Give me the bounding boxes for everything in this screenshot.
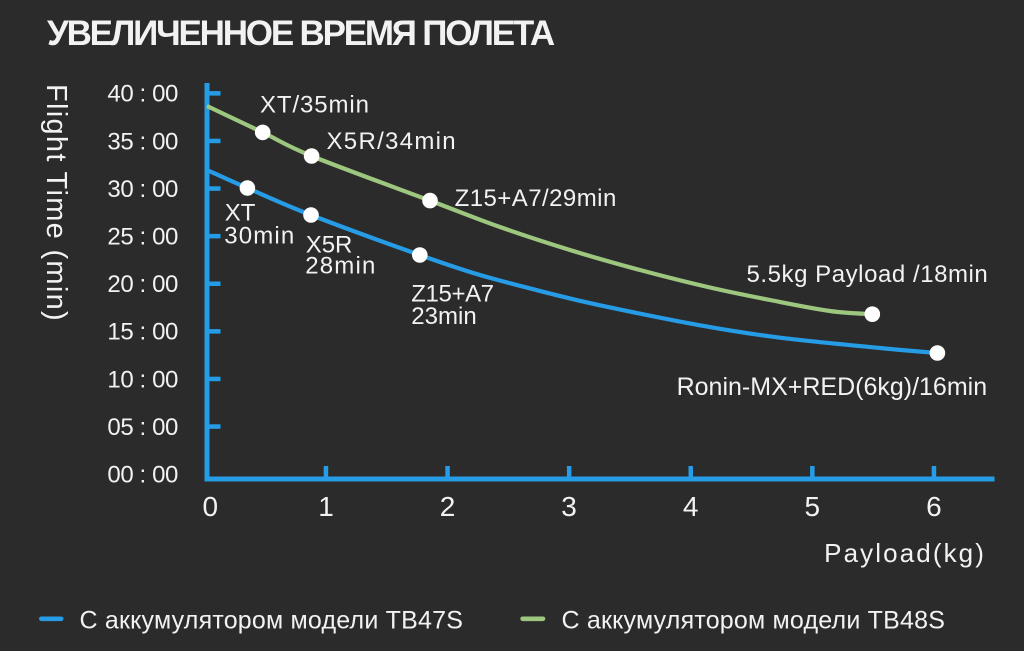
- svg-text:2: 2: [440, 491, 456, 522]
- svg-text:00 : 00: 00 : 00: [107, 462, 178, 489]
- svg-text:4: 4: [683, 491, 699, 522]
- svg-text:С аккумулятором модели TB48S: С аккумулятором модели TB48S: [562, 607, 946, 635]
- svg-text:28min: 28min: [305, 253, 376, 280]
- svg-text:25 : 00: 25 : 00: [107, 224, 178, 251]
- svg-text:1: 1: [318, 491, 334, 522]
- svg-text:Payload(kg): Payload(kg): [824, 538, 986, 568]
- svg-text:40 : 00: 40 : 00: [107, 81, 178, 108]
- svg-text:35 : 00: 35 : 00: [107, 128, 178, 155]
- svg-text:XT/35min: XT/35min: [260, 92, 370, 119]
- svg-text:XT: XT: [225, 200, 256, 227]
- svg-text:20 : 00: 20 : 00: [107, 271, 178, 298]
- svg-text:X5R/34min: X5R/34min: [327, 128, 457, 155]
- svg-text:Z15+A7: Z15+A7: [411, 280, 493, 307]
- svg-text:0: 0: [203, 491, 219, 522]
- svg-text:5.5kg Payload /18min: 5.5kg Payload /18min: [747, 261, 989, 288]
- svg-text:15 : 00: 15 : 00: [107, 319, 178, 346]
- svg-text:05 : 00: 05 : 00: [107, 414, 178, 441]
- svg-text:Ronin-MX+RED(6kg)/16min: Ronin-MX+RED(6kg)/16min: [677, 373, 988, 401]
- svg-text:УВЕЛИЧЕННОЕ ВРЕМЯ ПОЛЕТА: УВЕЛИЧЕННОЕ ВРЕМЯ ПОЛЕТА: [47, 14, 555, 53]
- svg-text:3: 3: [561, 491, 577, 522]
- svg-text:X5R: X5R: [306, 232, 353, 259]
- svg-text:5: 5: [805, 491, 821, 522]
- svg-text:30 : 00: 30 : 00: [107, 176, 178, 203]
- svg-text:10 : 00: 10 : 00: [107, 366, 178, 393]
- svg-text:Z15+A7/29min: Z15+A7/29min: [455, 185, 617, 212]
- svg-text:С аккумулятором модели TB47S: С аккумулятором модели TB47S: [80, 607, 464, 635]
- svg-text:Flight Time (min): Flight Time (min): [40, 84, 72, 322]
- svg-text:23min: 23min: [411, 303, 476, 330]
- svg-text:6: 6: [926, 491, 942, 522]
- svg-text:30min: 30min: [224, 222, 295, 249]
